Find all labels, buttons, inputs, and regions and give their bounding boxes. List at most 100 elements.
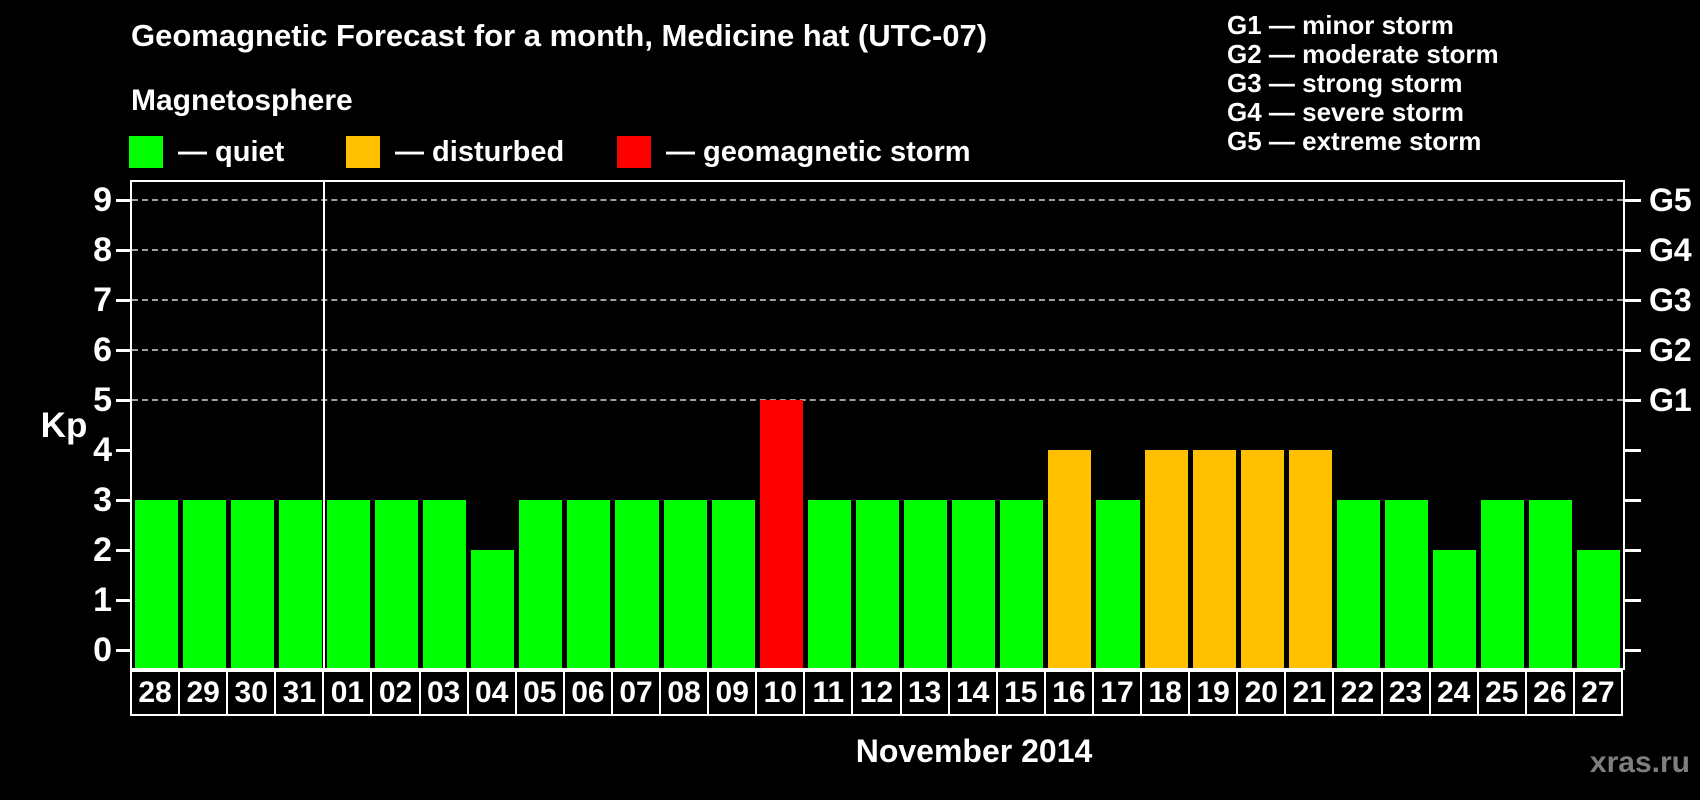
y-tick-left (116, 299, 132, 302)
g3-legend-line: G3 — strong storm (1227, 68, 1463, 98)
day-label-17: 17 (1091, 670, 1143, 716)
kp-bar-day-31 (278, 500, 322, 668)
y-tick-left (116, 549, 132, 552)
kp-bar-day-08 (663, 500, 707, 668)
kp-bar-day-16 (1048, 450, 1092, 668)
kp-bar-day-11 (807, 500, 851, 668)
kp-bar-day-15 (1000, 500, 1044, 668)
kp-bar-day-28 (134, 500, 178, 668)
y-tick-label: 2 (93, 531, 112, 569)
g4-legend-line: G4 — severe storm (1227, 97, 1465, 127)
disturbed-color-swatch (346, 136, 380, 168)
g-axis-label-g1: G1 (1649, 382, 1692, 418)
legend-item-quiet: — quiet (129, 136, 284, 168)
kp-bar-day-29 (182, 500, 226, 668)
kp-bar-day-03 (423, 500, 467, 668)
day-label-29: 29 (178, 670, 229, 716)
day-label-07: 07 (610, 670, 662, 716)
y-tick-right (1625, 199, 1641, 202)
y-tick-right (1625, 249, 1641, 252)
legend-item-disturbed: — disturbed (346, 136, 564, 168)
day-label-24: 24 (1428, 670, 1479, 716)
storm-color-swatch (617, 136, 651, 168)
kp-bar-day-01 (326, 500, 370, 668)
y-tick-right (1625, 649, 1641, 652)
day-label-13: 13 (899, 670, 950, 716)
g-axis-label-g5: G5 (1649, 182, 1692, 218)
kp-bar-day-06 (567, 500, 611, 668)
kp-bar-day-19 (1192, 450, 1236, 668)
y-tick-label: 5 (93, 381, 112, 419)
y-tick-left (116, 249, 132, 252)
kp-bar-day-30 (230, 500, 274, 668)
day-label-04: 04 (466, 670, 517, 716)
day-label-08: 08 (659, 670, 710, 716)
day-label-06: 06 (562, 670, 613, 716)
kp-bar-day-21 (1288, 450, 1332, 668)
g2-legend-line: G2 — moderate storm (1227, 39, 1499, 69)
gridline-kp5 (132, 399, 1623, 401)
day-label-23: 23 (1380, 670, 1431, 716)
gridline-kp8 (132, 249, 1623, 251)
y-tick-right (1625, 549, 1641, 552)
kp-bar-day-07 (615, 500, 659, 668)
y-tick-left (116, 649, 132, 652)
y-tick-left (116, 349, 132, 352)
day-label-02: 02 (370, 670, 421, 716)
day-label-10: 10 (755, 670, 806, 716)
y-tick-label: 3 (93, 481, 112, 519)
y-tick-label: 8 (93, 231, 112, 269)
kp-bar-day-20 (1240, 450, 1284, 668)
quiet-color-swatch (129, 136, 163, 168)
kp-bar-day-22 (1336, 500, 1380, 668)
legend-item-storm: — geomagnetic storm (617, 136, 971, 168)
gridline-kp6 (132, 349, 1623, 351)
y-axis-title: Kp (40, 406, 88, 445)
gridline-kp7 (132, 299, 1623, 301)
kp-bar-day-17 (1096, 500, 1140, 668)
y-tick-left (116, 199, 132, 202)
kp-bar-day-04 (471, 550, 515, 668)
y-tick-label: 1 (93, 581, 112, 619)
disturbed-label: — disturbed (395, 135, 565, 168)
kp-bar-day-26 (1529, 500, 1573, 668)
day-label-25: 25 (1476, 670, 1527, 716)
kp-bar-day-12 (855, 500, 900, 668)
quiet-label: — quiet (178, 135, 285, 168)
kp-bar-day-27 (1577, 550, 1621, 668)
y-tick-right (1625, 399, 1641, 402)
kp-bar-day-23 (1385, 500, 1429, 668)
y-tick-right (1625, 299, 1641, 302)
y-tick-right (1625, 449, 1641, 452)
day-label-15: 15 (995, 670, 1046, 716)
day-label-27: 27 (1572, 670, 1623, 716)
g-axis-label-g4: G4 (1649, 232, 1692, 268)
day-label-01: 01 (322, 670, 373, 716)
y-tick-label: 9 (93, 181, 112, 219)
kp-bar-day-24 (1433, 550, 1477, 668)
gridline-kp9 (132, 199, 1623, 201)
kp-bar-day-09 (711, 500, 755, 668)
day-label-26: 26 (1524, 670, 1575, 716)
kp-bar-day-02 (374, 500, 419, 668)
kp-bar-day-13 (904, 500, 948, 668)
day-label-09: 09 (707, 670, 758, 716)
y-tick-label: 4 (93, 431, 112, 469)
day-label-11: 11 (803, 670, 854, 716)
day-label-20: 20 (1236, 670, 1287, 716)
g-axis-label-g3: G3 (1649, 282, 1692, 318)
chart-title: Geomagnetic Forecast for a month, Medici… (131, 18, 988, 53)
magnetosphere-label: Magnetosphere (131, 84, 353, 117)
y-tick-label: 6 (93, 331, 112, 369)
g5-legend-line: G5 — extreme storm (1227, 126, 1482, 156)
y-tick-left (116, 399, 132, 402)
watermark: xras.ru (1589, 746, 1690, 779)
x-axis-title: November 2014 (855, 733, 1093, 769)
day-label-03: 03 (418, 670, 469, 716)
y-tick-label: 7 (93, 281, 112, 319)
y-tick-label: 0 (93, 631, 112, 669)
y-tick-left (116, 499, 132, 502)
day-label-14: 14 (947, 670, 998, 716)
kp-bar-day-18 (1144, 450, 1188, 668)
